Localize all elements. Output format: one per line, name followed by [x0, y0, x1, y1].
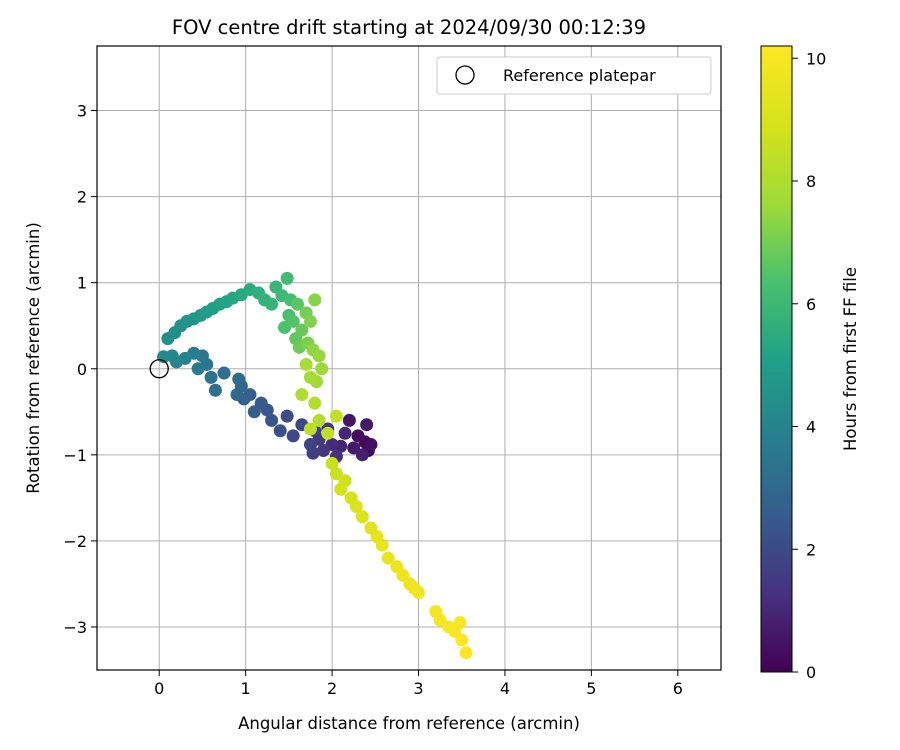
colorbar-tick-label: 2	[806, 540, 816, 559]
scatter-point	[412, 586, 426, 600]
scatter-point	[355, 510, 369, 524]
scatter-point	[303, 370, 317, 384]
x-ticks: 0 1 2 3 4 5 6	[154, 670, 683, 698]
plot-frame	[96, 45, 722, 671]
scatter-point	[342, 413, 356, 427]
scatter-point	[299, 357, 313, 371]
scatter-point	[334, 482, 348, 496]
scatter-point	[308, 396, 322, 410]
scatter-point	[351, 429, 365, 443]
reference-platepar-marker	[149, 359, 169, 379]
scatter-point	[325, 456, 339, 470]
legend: Reference platepar	[436, 56, 712, 95]
colorbar-tick-label: 10	[806, 49, 826, 68]
colorbar-tick-label: 4	[806, 418, 816, 437]
x-tick-label: 2	[327, 679, 337, 698]
colorbar-tick-label: 8	[806, 172, 816, 191]
scatter-point	[208, 383, 222, 397]
scatter-point	[329, 409, 343, 423]
x-tick-label: 6	[673, 679, 683, 698]
legend-box	[436, 56, 712, 95]
scatter-point	[291, 297, 305, 311]
scatter-point	[303, 314, 317, 328]
scatter-point	[308, 293, 322, 307]
scatter-point	[303, 437, 317, 451]
grid	[97, 46, 721, 670]
scatter-point	[280, 271, 294, 285]
y-tick-label: −1	[63, 446, 87, 465]
scatter-point	[312, 349, 326, 363]
x-tick-label: 5	[586, 679, 596, 698]
scatter-point	[295, 388, 309, 402]
scatter-point	[191, 362, 205, 376]
legend-marker	[455, 65, 475, 85]
scatter-point	[204, 370, 218, 384]
colorbar-ticks: 0 2 4 6 8 10	[792, 49, 826, 682]
scatter-point	[232, 372, 246, 386]
scatter-point	[315, 362, 329, 376]
scatter-point	[286, 314, 300, 328]
legend-label-reference-platepar: Reference platepar	[503, 66, 656, 85]
scatter-point	[303, 422, 317, 436]
scatter-point	[381, 551, 395, 565]
colorbar-tick-label: 6	[806, 295, 816, 314]
scatter-point	[453, 616, 467, 630]
scatter-point	[321, 426, 335, 440]
scatter-point	[360, 418, 374, 432]
scatter-point	[217, 366, 231, 380]
scatter-point	[316, 444, 330, 458]
scatter-point	[286, 429, 300, 443]
scatter-point	[312, 413, 326, 427]
x-tick-label: 0	[154, 679, 164, 698]
y-axis-label: Rotation from reference (arcmin)	[24, 222, 43, 494]
y-tick-label: −3	[63, 618, 87, 637]
scatter-point	[329, 467, 343, 481]
y-tick-label: 1	[77, 274, 87, 293]
chart-title: FOV centre drift starting at 2024/09/30 …	[172, 16, 646, 39]
y-tick-label: 2	[77, 188, 87, 207]
colorbar	[760, 45, 793, 673]
scatter-point	[347, 441, 361, 455]
scatter-point	[273, 424, 287, 438]
scatter-point	[338, 426, 352, 440]
scatter-point	[433, 613, 447, 627]
y-tick-label: −2	[63, 532, 87, 551]
scatter-point	[280, 409, 294, 423]
x-tick-label: 4	[500, 679, 510, 698]
colorbar-label: Hours from first FF file	[841, 267, 860, 451]
scatter-point	[295, 323, 309, 337]
y-tick-label: 0	[77, 360, 87, 379]
scatter-points	[157, 271, 473, 660]
x-tick-label: 1	[241, 679, 251, 698]
scatter-point	[455, 633, 469, 647]
colorbar-tick-label: 0	[806, 663, 816, 682]
scatter-point	[364, 437, 378, 451]
scatter-point	[247, 405, 261, 419]
y-ticks: −3 −2 −1 0 1 2 3	[63, 102, 97, 637]
x-axis-label: Angular distance from reference (arcmin)	[238, 714, 580, 733]
scatter-point	[265, 297, 279, 311]
y-tick-label: 3	[77, 102, 87, 121]
x-tick-label: 3	[413, 679, 423, 698]
scatter-point	[459, 646, 473, 660]
scatter-point	[349, 499, 363, 513]
scatter-point	[265, 413, 279, 427]
scatter-point	[375, 538, 389, 552]
scatter-point	[355, 448, 369, 462]
scatter-point	[230, 388, 244, 402]
